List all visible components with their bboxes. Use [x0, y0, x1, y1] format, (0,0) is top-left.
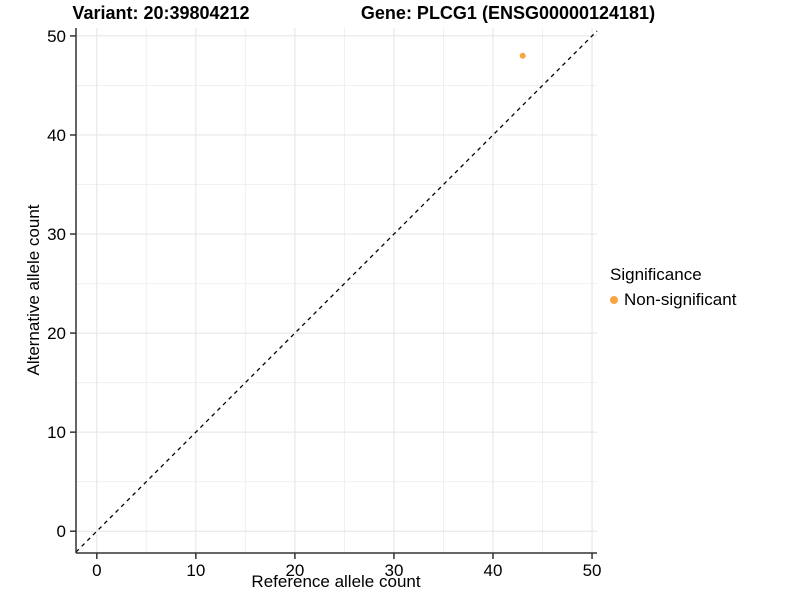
y-tick-label: 10: [47, 423, 66, 442]
gene-title: Gene: PLCG1 (ENSG00000124181): [360, 3, 656, 23]
legend-item-non-significant: Non-significant: [610, 290, 736, 310]
y-tick-label: 40: [47, 126, 66, 145]
x-tick-label: 20: [285, 561, 304, 580]
non-significant-point-icon: [610, 296, 618, 304]
y-tick-label: 50: [47, 27, 66, 46]
y-axis-label: Alternative allele count: [24, 204, 43, 376]
x-tick-label: 50: [583, 561, 602, 580]
y-tick-label: 30: [47, 225, 66, 244]
legend-title: Significance: [610, 265, 702, 284]
variant-title: Variant: 20:39804212: [72, 3, 250, 23]
y-tick-label: 0: [57, 522, 66, 541]
x-tick-label: 40: [484, 561, 503, 580]
identity-reference-line: [75, 30, 598, 553]
y-tick-label: 20: [47, 324, 66, 343]
x-tick-label: 10: [186, 561, 205, 580]
x-axis-label: Reference allele count: [251, 572, 421, 591]
legend: Significance Non-significant: [610, 265, 736, 310]
x-tick-label: 0: [92, 561, 101, 580]
legend-item-label: Non-significant: [624, 290, 737, 309]
data-point-non-significant: [519, 52, 526, 59]
x-tick-label: 30: [384, 561, 403, 580]
